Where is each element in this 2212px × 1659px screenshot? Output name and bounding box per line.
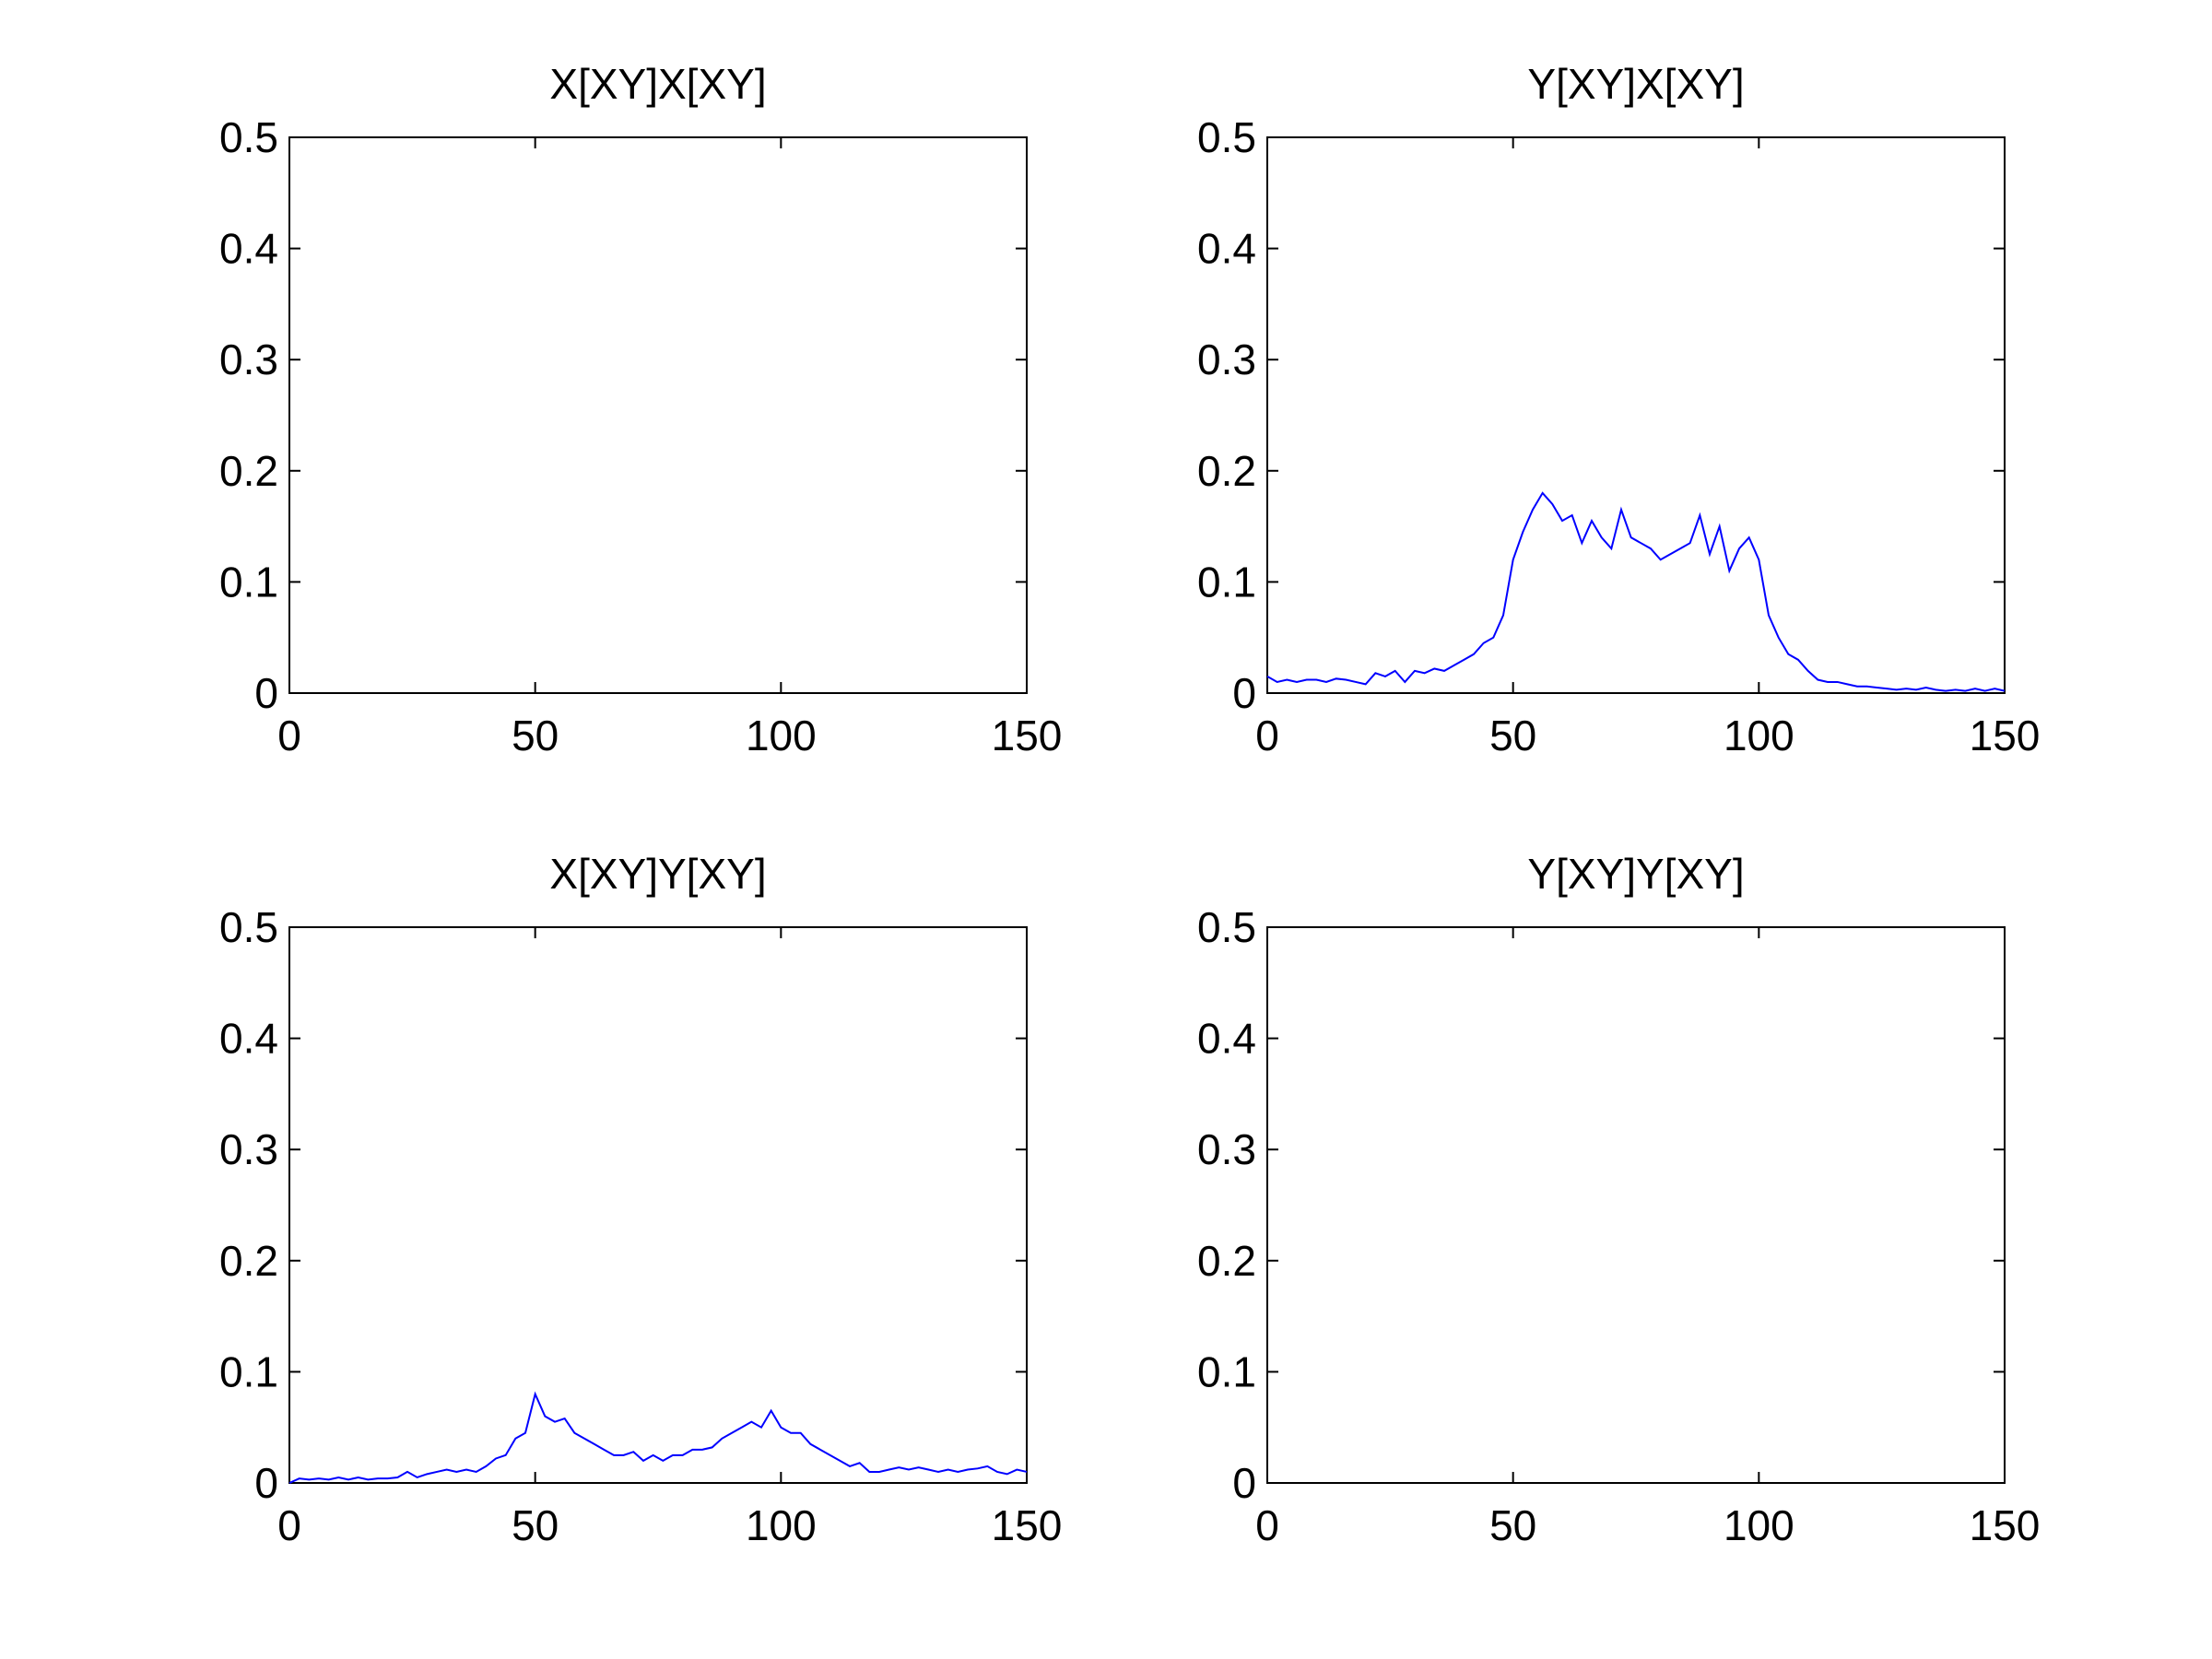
y-tick-label: 0.4	[219, 1015, 278, 1063]
y-tick-label: 0.3	[219, 335, 278, 383]
data-line	[288, 1391, 1028, 1484]
x-tick-label: 150	[992, 1501, 1063, 1549]
y-tick-label: 0.1	[219, 558, 278, 606]
chart-title: Y[XY]X[XY]	[1527, 60, 1744, 108]
x-tick-label: 0	[277, 712, 301, 759]
x-tick-label: 100	[746, 712, 817, 759]
chart-title: X[XY]Y[XY]	[549, 850, 766, 898]
chart-title: Y[XY]Y[XY]	[1527, 850, 1744, 898]
axes-box	[1266, 926, 2006, 1484]
y-tick-label: 0.4	[219, 225, 278, 273]
x-tick-label: 0	[277, 1501, 301, 1549]
y-tick-label: 0.3	[219, 1125, 278, 1173]
axes-box	[288, 136, 1028, 694]
x-tick-label: 50	[512, 712, 559, 759]
x-tick-label: 150	[1970, 1501, 2041, 1549]
y-tick-label: 0.5	[1197, 113, 1256, 161]
y-tick-label: 0.4	[1197, 225, 1256, 273]
y-tick-label: 0.2	[1197, 1237, 1256, 1285]
y-tick-label: 0	[254, 669, 278, 717]
y-tick-label: 0.1	[219, 1347, 278, 1395]
y-tick-label: 0.5	[219, 903, 278, 951]
y-tick-label: 0.5	[1197, 903, 1256, 951]
x-tick-label: 150	[992, 712, 1063, 759]
y-tick-label: 0.2	[1197, 447, 1256, 495]
y-tick-label: 0	[1232, 669, 1256, 717]
y-tick-label: 0.2	[219, 1237, 278, 1285]
y-tick-label: 0.3	[1197, 1125, 1256, 1173]
x-tick-label: 50	[1489, 712, 1536, 759]
y-tick-label: 0	[1232, 1459, 1256, 1507]
axes-box	[1266, 136, 2006, 694]
y-tick-label: 0.1	[1197, 558, 1256, 606]
y-tick-label: 0.5	[219, 113, 278, 161]
y-tick-label: 0.2	[219, 447, 278, 495]
x-tick-label: 0	[1255, 1501, 1279, 1549]
chart-title: X[XY]X[XY]	[549, 60, 766, 108]
y-tick-label: 0.4	[1197, 1015, 1256, 1063]
data-line	[1266, 491, 2006, 692]
y-tick-label: 0	[254, 1459, 278, 1507]
x-tick-label: 50	[512, 1501, 559, 1549]
x-tick-label: 100	[1724, 1501, 1794, 1549]
x-tick-label: 150	[1970, 712, 2041, 759]
x-tick-label: 100	[746, 1501, 817, 1549]
y-tick-label: 0.3	[1197, 335, 1256, 383]
x-tick-label: 50	[1489, 1501, 1536, 1549]
x-tick-label: 100	[1724, 712, 1794, 759]
axes-box	[288, 926, 1028, 1484]
x-tick-label: 0	[1255, 712, 1279, 759]
y-tick-label: 0.1	[1197, 1347, 1256, 1395]
